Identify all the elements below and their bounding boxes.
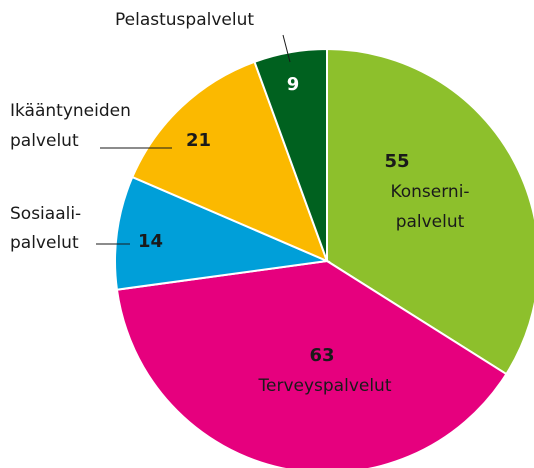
value-label: 63: [309, 345, 334, 366]
pie-slice: [115, 259, 508, 468]
category-label: Sosiaali-: [10, 204, 81, 224]
category-label: Terveyspalvelut: [258, 376, 392, 396]
value-label: 14: [138, 231, 163, 252]
category-label: Konserni-: [390, 182, 469, 202]
value-label: 55: [384, 151, 409, 172]
pie-slice: [131, 60, 329, 263]
category-label: palvelut: [10, 131, 79, 151]
value-label: 21: [186, 130, 211, 151]
category-label: Ikääntyneiden: [10, 101, 131, 121]
category-label: Pelastuspalvelut: [115, 10, 254, 30]
category-label: palvelut: [396, 212, 465, 232]
pie-slice: [253, 47, 328, 262]
category-label: palvelut: [10, 233, 79, 253]
pie-slice: [114, 175, 331, 291]
value-label: 9: [287, 74, 300, 95]
leader-line: [282, 34, 291, 63]
